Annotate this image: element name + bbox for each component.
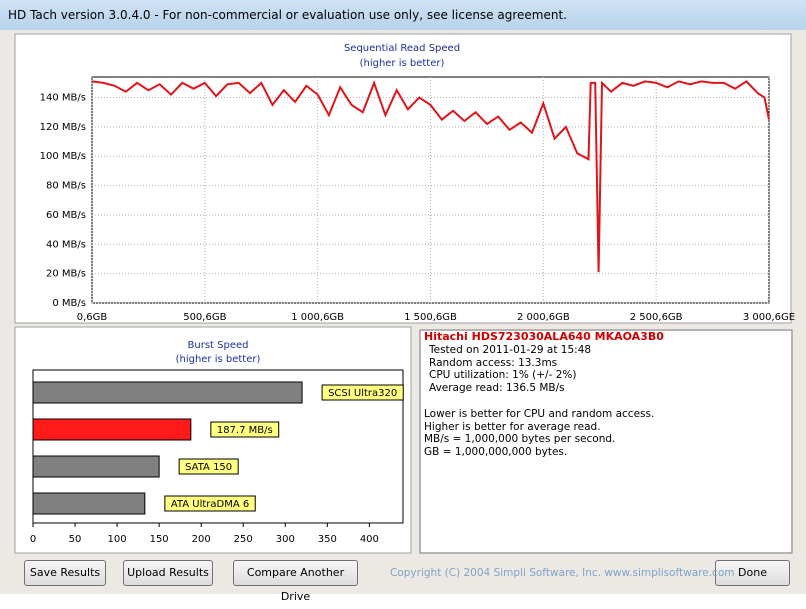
note-line: Higher is better for average read. (424, 420, 601, 433)
compare-button[interactable]: Compare Another Drive (233, 560, 358, 603)
bar-label: 187.7 MB/s (217, 425, 273, 436)
stat-line: Tested on 2011-01-29 at 15:48 (429, 343, 592, 356)
bar-label-box (321, 384, 404, 401)
burst-subtitle: (higher is better) (176, 354, 261, 365)
bar (32, 455, 160, 478)
x-tick-label: 400 (360, 534, 379, 545)
x-tick-label: 350 (318, 534, 337, 545)
bar-label-box (178, 458, 239, 475)
x-tick-label: 500,6GB (183, 312, 226, 323)
save-button[interactable]: Save Results (24, 560, 106, 586)
y-tick-label: 40 MB/s (46, 239, 86, 250)
y-tick-label: 0 MB/s (52, 298, 86, 309)
x-tick-label: 0,6GB (77, 312, 108, 323)
y-tick-label: 60 MB/s (46, 210, 86, 221)
upload-button[interactable]: Upload Results (123, 560, 213, 586)
x-tick-label: 50 (69, 534, 82, 545)
bar (32, 492, 146, 515)
info-panel: Hitachi HDS723030ALA640 MKAOA3B0 Tested o… (421, 330, 791, 552)
burst-title: Burst Speed (188, 340, 249, 351)
charts: Sequential Read Speed (higher is better)… (14, 33, 795, 554)
done-button[interactable]: Done (715, 560, 790, 586)
bar-label: ATA UltraDMA 6 (171, 499, 249, 510)
stat-line: Random access: 13.3ms (429, 356, 558, 369)
x-tick-label: 200 (192, 534, 211, 545)
note-line: GB = 1,000,000,000 bytes. (424, 446, 568, 459)
info-panel-border (419, 329, 793, 554)
read-title: Sequential Read Speed (344, 43, 460, 54)
copyright: Copyright (C) 2004 Simpli Software, Inc.… (390, 567, 735, 579)
read-subtitle: (higher is better) (360, 58, 445, 69)
bar-label: SATA 150 (185, 462, 232, 473)
y-tick-label: 120 MB/s (40, 122, 86, 133)
bar-label: SCSI Ultra320 (328, 388, 397, 399)
bar (32, 418, 192, 441)
note-line: Lower is better for CPU and random acces… (424, 407, 655, 420)
drive-name: Hitachi HDS723030ALA640 MKAOA3B0 (424, 330, 664, 343)
x-tick-label: 0 (30, 534, 36, 545)
y-tick-label: 140 MB/s (40, 93, 86, 104)
plot-area (91, 76, 770, 304)
x-tick-label: 100 (108, 534, 127, 545)
stat-line: CPU utilization: 1% (+/- 2%) (429, 369, 577, 382)
x-tick-label: 1 500,6GB (404, 312, 457, 323)
bar-label-box (164, 495, 256, 512)
x-tick-label: 250 (234, 534, 253, 545)
bar (32, 381, 303, 404)
note-line: MB/s = 1,000,000 bytes per second. (424, 433, 616, 446)
read-line (91, 80, 770, 273)
y-tick-label: 80 MB/s (46, 181, 86, 192)
x-tick-label: 2 500,6GB (630, 312, 683, 323)
x-tick-label: 2 000,6GB (517, 312, 570, 323)
x-tick-label: 300 (276, 534, 295, 545)
y-tick-label: 20 MB/s (46, 269, 86, 280)
x-tick-label: 3 000,6GE (743, 312, 795, 323)
bar-label-box (210, 421, 280, 438)
x-tick-label: 1 000,6GB (291, 312, 344, 323)
title-bar: HD Tach version 3.0.4.0 - For non-commer… (0, 0, 806, 30)
x-tick-label: 150 (150, 534, 169, 545)
y-tick-label: 100 MB/s (40, 151, 86, 162)
stat-line: Average read: 136.5 MB/s (429, 382, 565, 395)
